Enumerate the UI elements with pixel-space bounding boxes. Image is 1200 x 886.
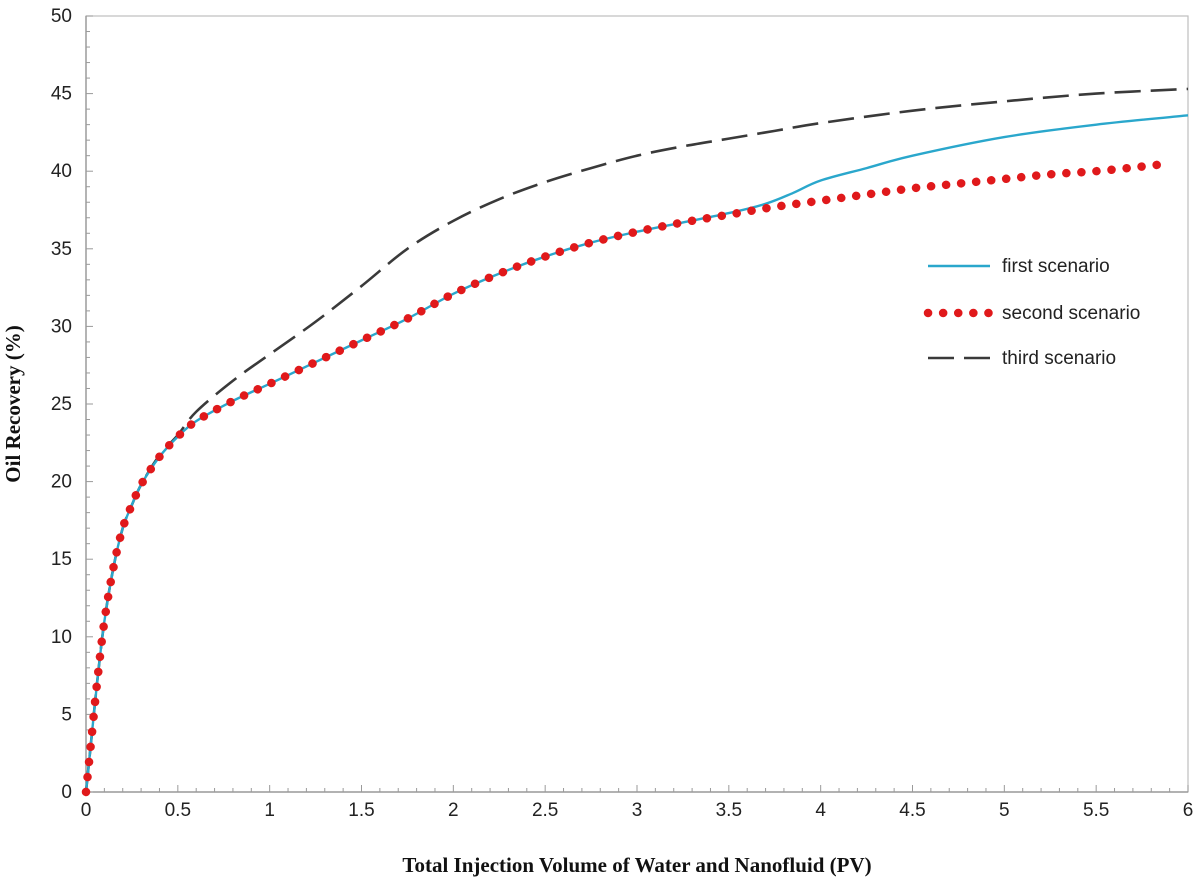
x-tick-label: 2 (448, 800, 459, 821)
y-tick-label: 25 (51, 394, 72, 415)
x-tick-label: 0 (81, 800, 92, 821)
series-line-second-scenario (81, 159, 1174, 797)
x-tick-label: 6 (1183, 800, 1194, 821)
y-tick-label: 0 (61, 782, 72, 803)
x-tick-label: 1.5 (348, 800, 374, 821)
y-tick-label: 5 (61, 704, 72, 725)
series (81, 87, 1189, 797)
legend: first scenario second scenario third scena… (923, 256, 1140, 369)
x-tick-label: 5.5 (1083, 800, 1109, 821)
x-tick-label: 5 (999, 800, 1010, 821)
y-tick-label: 45 (51, 84, 72, 105)
y-tick-label: 30 (51, 316, 72, 337)
y-tick-label: 40 (51, 161, 72, 182)
x-tick-label: 1 (264, 800, 275, 821)
legend-label-second-scenario: second scenario (1002, 303, 1140, 324)
x-tick-label: 3 (632, 800, 643, 821)
x-tick-label: 3.5 (716, 800, 742, 821)
axes (85, 15, 1189, 793)
y-tick-label: 35 (51, 239, 72, 260)
legend-label-third-scenario: third scenario (1002, 348, 1116, 369)
y-tick-label: 20 (51, 472, 72, 493)
ticks: 0 0.5 1 1.5 2 2.5 3 3.5 4 4.5 5 5.5 6 0 5 10 15 20 25 30 35 4… (51, 6, 1193, 821)
x-tick-label: 4 (815, 800, 826, 821)
series-line-third-scenario (84, 87, 1189, 793)
x-tick-label: 4.5 (899, 800, 925, 821)
x-axis-title: Total Injection Volume of Water and Nano… (402, 853, 871, 877)
y-tick-label: 15 (51, 549, 72, 570)
y-tick-label: 10 (51, 627, 72, 648)
plot-frame (85, 15, 1189, 793)
series-line-first-scenario (84, 114, 1189, 793)
x-tick-label: 0.5 (165, 800, 191, 821)
y-axis-title: Oil Recovery (%) (1, 325, 25, 482)
legend-label-first-scenario: first scenario (1002, 256, 1110, 277)
y-tick-label: 50 (51, 6, 72, 27)
x-tick-label: 2.5 (532, 800, 558, 821)
